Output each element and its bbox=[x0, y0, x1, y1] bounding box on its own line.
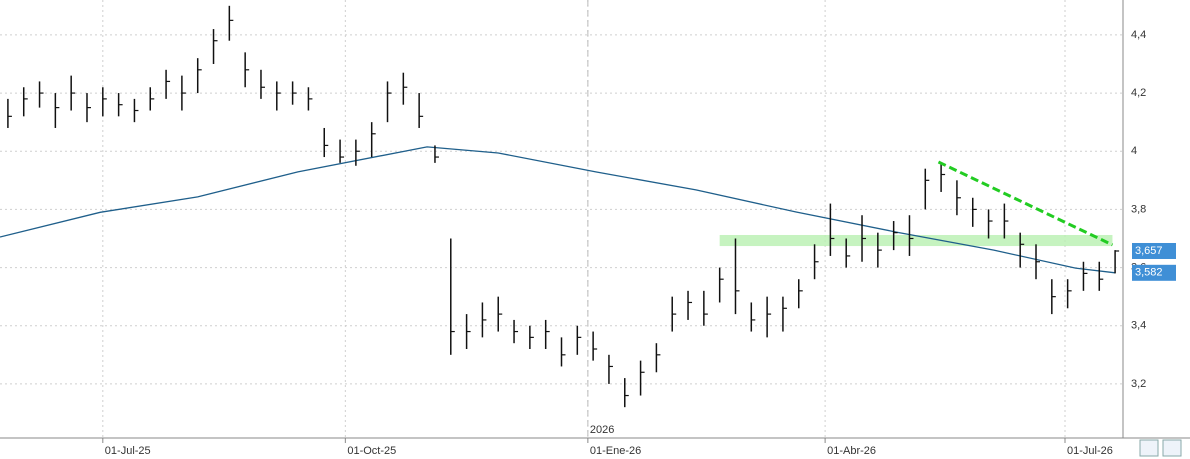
y-tick-label: 3,8 bbox=[1131, 203, 1146, 215]
trendline bbox=[937, 160, 1114, 247]
support-band bbox=[719, 234, 1113, 247]
year-label: 2026 bbox=[590, 424, 614, 436]
price-label: 3,582 bbox=[1135, 267, 1163, 279]
x-tick-label: 01-Oct-25 bbox=[347, 445, 396, 457]
y-tick-label: 4,4 bbox=[1131, 29, 1146, 41]
y-tick-label: 4 bbox=[1131, 145, 1137, 157]
tool-button[interactable] bbox=[1162, 439, 1182, 457]
y-tick-label: 3,2 bbox=[1131, 378, 1146, 390]
moving-average bbox=[0, 146, 1116, 274]
price-label-box bbox=[1132, 264, 1176, 281]
tool-button[interactable] bbox=[1139, 439, 1159, 457]
y-tick-label: 4,2 bbox=[1131, 87, 1146, 99]
price-label-box bbox=[1132, 242, 1176, 259]
x-tick-label: 01-Jul-25 bbox=[105, 445, 151, 457]
y-tick-label: 3,4 bbox=[1131, 320, 1146, 332]
price-label: 3,657 bbox=[1135, 245, 1163, 257]
x-tick-label: 01-Jul-26 bbox=[1067, 445, 1113, 457]
x-tick-label: 01-Ene-26 bbox=[590, 445, 641, 457]
x-tick-label: 01-Abr-26 bbox=[827, 445, 876, 457]
